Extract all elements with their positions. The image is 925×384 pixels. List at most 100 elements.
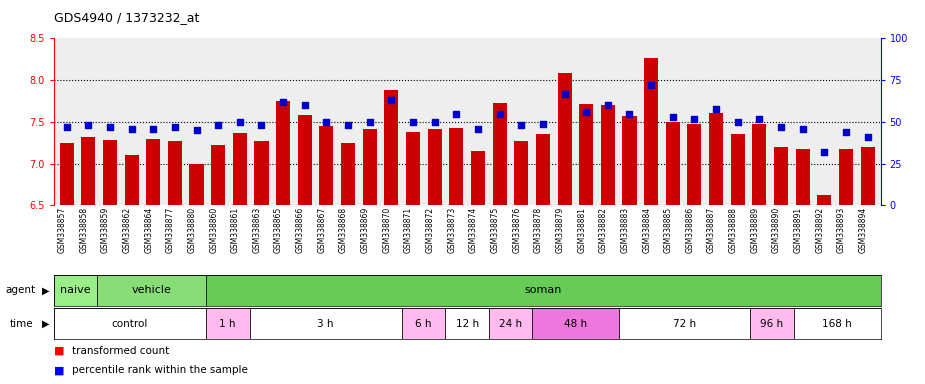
Text: GSM338883: GSM338883: [621, 207, 630, 253]
Text: GSM338887: GSM338887: [707, 207, 716, 253]
Point: [59, 124, 74, 130]
Text: agent: agent: [6, 285, 36, 295]
Point: [276, 99, 290, 105]
Point: [363, 119, 377, 125]
Bar: [384, 90, 399, 205]
Point: [340, 122, 355, 128]
Bar: [59, 143, 74, 205]
Text: GSM338879: GSM338879: [556, 207, 564, 253]
Point: [536, 121, 550, 127]
Text: 12 h: 12 h: [455, 319, 479, 329]
Text: GSM338876: GSM338876: [512, 207, 522, 253]
Bar: [319, 126, 333, 205]
Point: [124, 126, 139, 132]
Point: [319, 119, 334, 125]
Text: time: time: [9, 319, 33, 329]
Text: GSM338858: GSM338858: [80, 207, 88, 253]
Point: [167, 124, 182, 130]
Text: ■: ■: [54, 346, 64, 356]
Text: 48 h: 48 h: [564, 319, 587, 329]
Bar: [471, 151, 485, 205]
Text: GSM338886: GSM338886: [685, 207, 695, 253]
Text: GSM338874: GSM338874: [469, 207, 478, 253]
Bar: [752, 124, 767, 205]
Bar: [750, 308, 794, 339]
Bar: [54, 308, 206, 339]
Bar: [620, 308, 750, 339]
Bar: [401, 308, 445, 339]
Point: [644, 82, 659, 88]
Text: GSM338868: GSM338868: [339, 207, 348, 253]
Text: GSM338890: GSM338890: [772, 207, 781, 253]
Text: GSM338882: GSM338882: [598, 207, 608, 253]
Text: GSM338891: GSM338891: [794, 207, 803, 253]
Text: GSM338893: GSM338893: [837, 207, 846, 253]
Text: ▶: ▶: [42, 285, 49, 295]
Text: percentile rank within the sample: percentile rank within the sample: [72, 365, 248, 375]
Bar: [341, 143, 355, 205]
Point: [687, 116, 702, 122]
Point: [427, 119, 442, 125]
Bar: [687, 124, 701, 205]
Text: GSM338892: GSM338892: [815, 207, 824, 253]
Bar: [276, 101, 290, 205]
Point: [103, 124, 117, 130]
Point: [492, 111, 507, 117]
Point: [80, 122, 95, 128]
Point: [796, 126, 810, 132]
Text: GSM338871: GSM338871: [404, 207, 413, 253]
Text: transformed count: transformed count: [72, 346, 169, 356]
Text: GSM338872: GSM338872: [426, 207, 435, 253]
Bar: [533, 308, 620, 339]
Text: GSM338864: GSM338864: [144, 207, 154, 253]
Point: [773, 124, 788, 130]
Point: [600, 102, 615, 108]
Text: GSM338869: GSM338869: [361, 207, 370, 253]
Point: [297, 102, 312, 108]
Point: [254, 122, 269, 128]
Bar: [514, 141, 528, 205]
Point: [449, 111, 463, 117]
Bar: [796, 149, 809, 205]
Text: GSM338889: GSM338889: [750, 207, 759, 253]
Text: vehicle: vehicle: [131, 285, 171, 295]
Point: [211, 122, 226, 128]
Bar: [644, 58, 659, 205]
Bar: [558, 73, 572, 205]
Point: [384, 97, 399, 103]
Text: GSM338866: GSM338866: [296, 207, 304, 253]
Bar: [492, 103, 507, 205]
Text: GSM338857: GSM338857: [57, 207, 67, 253]
Bar: [489, 308, 533, 339]
Text: GSM338870: GSM338870: [382, 207, 391, 253]
Point: [665, 114, 680, 120]
Bar: [623, 116, 636, 205]
Point: [839, 129, 854, 135]
Point: [405, 119, 420, 125]
Bar: [536, 134, 550, 205]
Text: 24 h: 24 h: [500, 319, 523, 329]
Bar: [254, 141, 268, 205]
Text: GSM338860: GSM338860: [209, 207, 218, 253]
Point: [860, 134, 875, 140]
Bar: [206, 308, 250, 339]
Text: 96 h: 96 h: [760, 319, 783, 329]
Bar: [709, 113, 723, 205]
Bar: [794, 308, 881, 339]
Bar: [211, 145, 225, 205]
Text: ▶: ▶: [42, 319, 49, 329]
Text: 6 h: 6 h: [415, 319, 432, 329]
Bar: [250, 308, 401, 339]
Point: [579, 109, 594, 115]
Text: GSM338862: GSM338862: [123, 207, 131, 253]
Point: [189, 127, 204, 133]
Point: [557, 91, 572, 97]
Bar: [450, 128, 463, 205]
Bar: [233, 133, 247, 205]
Bar: [579, 104, 593, 205]
Text: 72 h: 72 h: [673, 319, 697, 329]
Bar: [818, 195, 832, 205]
Text: GSM338878: GSM338878: [534, 207, 543, 253]
Bar: [601, 105, 615, 205]
Bar: [125, 156, 139, 205]
